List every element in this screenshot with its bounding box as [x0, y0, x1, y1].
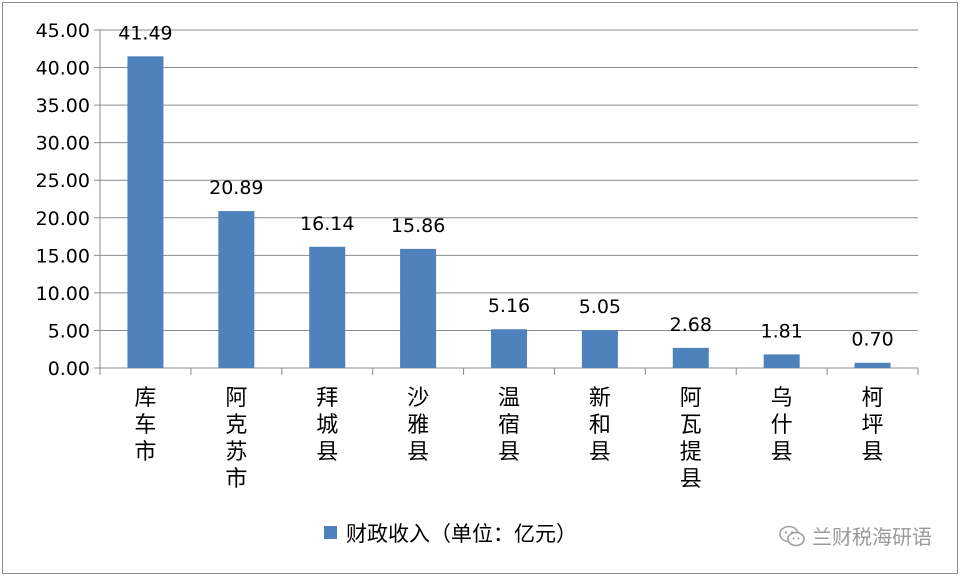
y-tick-label: 35.00: [36, 95, 90, 117]
bar: [127, 56, 164, 368]
data-label: 5.16: [488, 295, 530, 317]
bar: [672, 347, 709, 368]
x-tick-label: 阿克苏市: [225, 386, 247, 492]
data-label: 0.70: [851, 329, 893, 351]
data-labels: 41.49 20.89 16.14 15.86 5.16 5.05 2.68 1.81 0.70: [118, 22, 893, 350]
watermark: 兰财税海研语: [778, 521, 932, 550]
bar: [218, 211, 255, 368]
y-tick-label: 40.00: [36, 58, 90, 80]
data-label: 1.81: [761, 320, 803, 342]
x-tick-label: 拜城县: [316, 386, 338, 465]
x-tick-label: 阿瓦提县: [680, 386, 702, 492]
y-tick-label: 10.00: [36, 283, 90, 305]
bar: [400, 248, 437, 368]
data-label: 2.68: [670, 314, 712, 336]
x-tick-label: 乌什县: [771, 386, 793, 465]
x-tick-label: 柯坪县: [862, 386, 884, 465]
x-tick-label: 温宿县: [498, 386, 520, 465]
bar: [763, 354, 800, 368]
y-tick-label: 20.00: [36, 208, 90, 230]
x-tick-label: 库车市: [134, 386, 156, 465]
y-tick-label: 45.00: [36, 20, 90, 42]
bar: [581, 330, 618, 368]
data-label: 20.89: [209, 177, 263, 199]
data-label: 16.14: [300, 213, 354, 235]
y-tick-label: 15.00: [36, 245, 90, 267]
legend: 财政收入（单位：亿元）: [324, 522, 577, 546]
legend-label: 财政收入（单位：亿元）: [346, 522, 577, 546]
y-tick-label: 5.00: [48, 320, 90, 342]
x-axis-labels: 库车市 阿克苏市 拜城县 沙雅县 温宿县 新和县 阿瓦提县 乌什县 柯坪县: [134, 386, 883, 492]
x-tick-label: 沙雅县: [407, 386, 429, 465]
data-label: 41.49: [118, 22, 172, 44]
y-tick-label: 0.00: [48, 358, 90, 380]
x-tick-label: 新和县: [589, 386, 611, 465]
bar: [491, 329, 527, 368]
y-tick-label: 25.00: [36, 170, 90, 192]
legend-swatch: [324, 526, 337, 539]
y-tick-label: 30.00: [36, 133, 90, 155]
bar: [309, 246, 346, 368]
bars: [127, 56, 891, 368]
bar: [854, 362, 891, 368]
data-label: 5.05: [579, 296, 621, 318]
data-label: 15.86: [391, 215, 445, 237]
watermark-text: 兰财税海研语: [812, 525, 932, 549]
wechat-icon: [779, 525, 805, 546]
